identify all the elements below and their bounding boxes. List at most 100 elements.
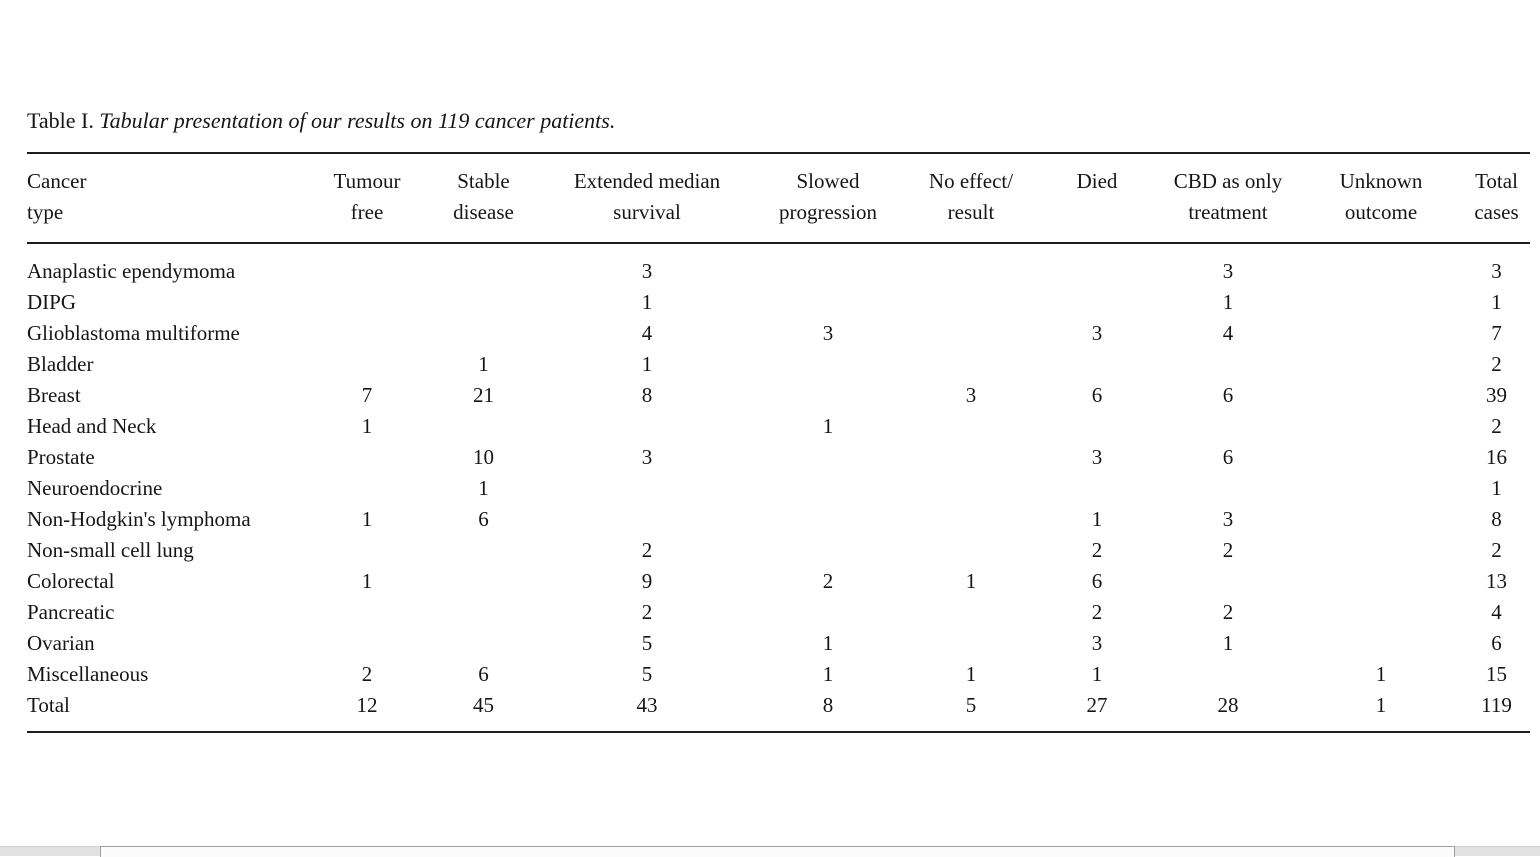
cell-value: 1	[965, 662, 977, 686]
cell-value: 5	[641, 662, 653, 686]
cell-value	[310, 243, 424, 287]
cell-value	[310, 318, 424, 349]
table-row: Neuroendocrine 1 1	[27, 473, 1530, 504]
cell-value: 6	[478, 662, 489, 686]
cell-value: 3	[641, 259, 653, 283]
cell-value: 1	[1491, 290, 1502, 314]
cell-value: 6	[478, 507, 489, 531]
cell-value: 1	[1091, 662, 1103, 686]
cell-value	[310, 473, 424, 504]
cell-value	[905, 243, 1037, 287]
cell-value	[751, 597, 905, 628]
row-label: Neuroendocrine	[27, 476, 163, 500]
scrollbar-thumb[interactable]	[100, 846, 1455, 857]
cell-value: 2	[1491, 352, 1502, 376]
table-row: Miscellaneous 2 6 5 1 1 1 1 15	[27, 659, 1530, 690]
cell-value: 1	[822, 631, 834, 655]
cell-value: 2	[822, 569, 834, 593]
cell-value	[424, 411, 543, 442]
cell-value: 1	[641, 290, 653, 314]
cell-value: 4	[641, 321, 653, 345]
cell-value	[310, 535, 424, 566]
cell-value	[1299, 566, 1463, 597]
cell-value	[905, 411, 1037, 442]
cell-value: 39	[1486, 383, 1507, 407]
row-label: Colorectal	[27, 569, 115, 593]
cell-value	[1299, 535, 1463, 566]
cell-value	[905, 442, 1037, 473]
cell-value	[424, 318, 543, 349]
horizontal-scrollbar[interactable]	[0, 846, 1540, 857]
cell-value: 6	[1222, 445, 1234, 469]
cell-value: 6	[1091, 383, 1103, 407]
cell-value	[424, 243, 543, 287]
cell-value: 2	[1091, 600, 1103, 624]
cell-value: 9	[641, 569, 653, 593]
cell-value: 43	[636, 693, 658, 717]
row-label: Bladder	[27, 352, 94, 376]
row-label: DIPG	[27, 290, 77, 314]
cell-value: 1	[1222, 631, 1234, 655]
cell-value	[751, 442, 905, 473]
row-label: Breast	[27, 383, 81, 407]
cell-value	[751, 380, 905, 411]
cell-value: 6	[1222, 383, 1234, 407]
cell-value	[424, 628, 543, 659]
cell-value: 3	[1222, 259, 1234, 283]
cell-value: 10	[473, 445, 494, 469]
cell-value: 8	[822, 693, 834, 717]
column-header-total-cases: Total cases	[1463, 153, 1530, 244]
cell-value	[751, 535, 905, 566]
cell-value: 15	[1486, 662, 1507, 686]
cell-value: 45	[473, 693, 494, 717]
cell-value: 3	[1091, 631, 1103, 655]
cell-value: 4	[1222, 321, 1234, 345]
cell-value	[751, 287, 905, 318]
cell-value: 2	[1491, 414, 1502, 438]
row-label: Non-Hodgkin's lymphoma	[27, 507, 251, 531]
cell-value: 1	[641, 352, 653, 376]
cell-value	[310, 628, 424, 659]
cell-value: 1	[361, 414, 373, 438]
cell-value	[1299, 442, 1463, 473]
column-header-unknown-outcome: Unknown outcome	[1299, 153, 1463, 244]
column-header-stable-disease: Stable disease	[424, 153, 543, 244]
table-header-row: Cancer type Tumour free Stable disease Extende…	[27, 153, 1530, 244]
cell-value	[310, 597, 424, 628]
cell-value	[424, 566, 543, 597]
cell-value	[310, 287, 424, 318]
cell-value: 2	[1491, 538, 1502, 562]
cell-value	[543, 504, 751, 535]
cell-value: 3	[965, 383, 977, 407]
cell-value: 3	[1222, 507, 1234, 531]
cell-value: 1	[1375, 693, 1387, 717]
table-row: Colorectal 1 9 2 1 6 13	[27, 566, 1530, 597]
cell-value	[1299, 318, 1463, 349]
row-label: Prostate	[27, 445, 95, 469]
cell-value: 6	[1491, 631, 1502, 655]
cell-value: 7	[361, 383, 373, 407]
cell-value	[1299, 628, 1463, 659]
cell-value	[751, 473, 905, 504]
row-label: Glioblastoma multiforme	[27, 321, 240, 345]
row-label: Miscellaneous	[27, 662, 149, 686]
cell-value: 6	[1091, 569, 1103, 593]
column-header-slowed-progression: Slowed progression	[751, 153, 905, 244]
cell-value: 12	[356, 693, 378, 717]
cell-value: 27	[1086, 693, 1108, 717]
cell-value	[310, 442, 424, 473]
results-table: Cancer type Tumour free Stable disease Extende…	[27, 152, 1530, 733]
cell-value	[1157, 411, 1299, 442]
cell-value	[1037, 473, 1157, 504]
cell-value	[1037, 287, 1157, 318]
cell-value	[1037, 243, 1157, 287]
cell-value	[1037, 411, 1157, 442]
row-label: Total	[27, 693, 70, 717]
cell-value	[310, 349, 424, 380]
cell-value: 3	[641, 445, 653, 469]
cell-value	[905, 628, 1037, 659]
column-header-cancer-type: Cancer type	[27, 153, 310, 244]
cell-value	[1299, 380, 1463, 411]
cell-value	[1299, 243, 1463, 287]
cell-value	[905, 504, 1037, 535]
